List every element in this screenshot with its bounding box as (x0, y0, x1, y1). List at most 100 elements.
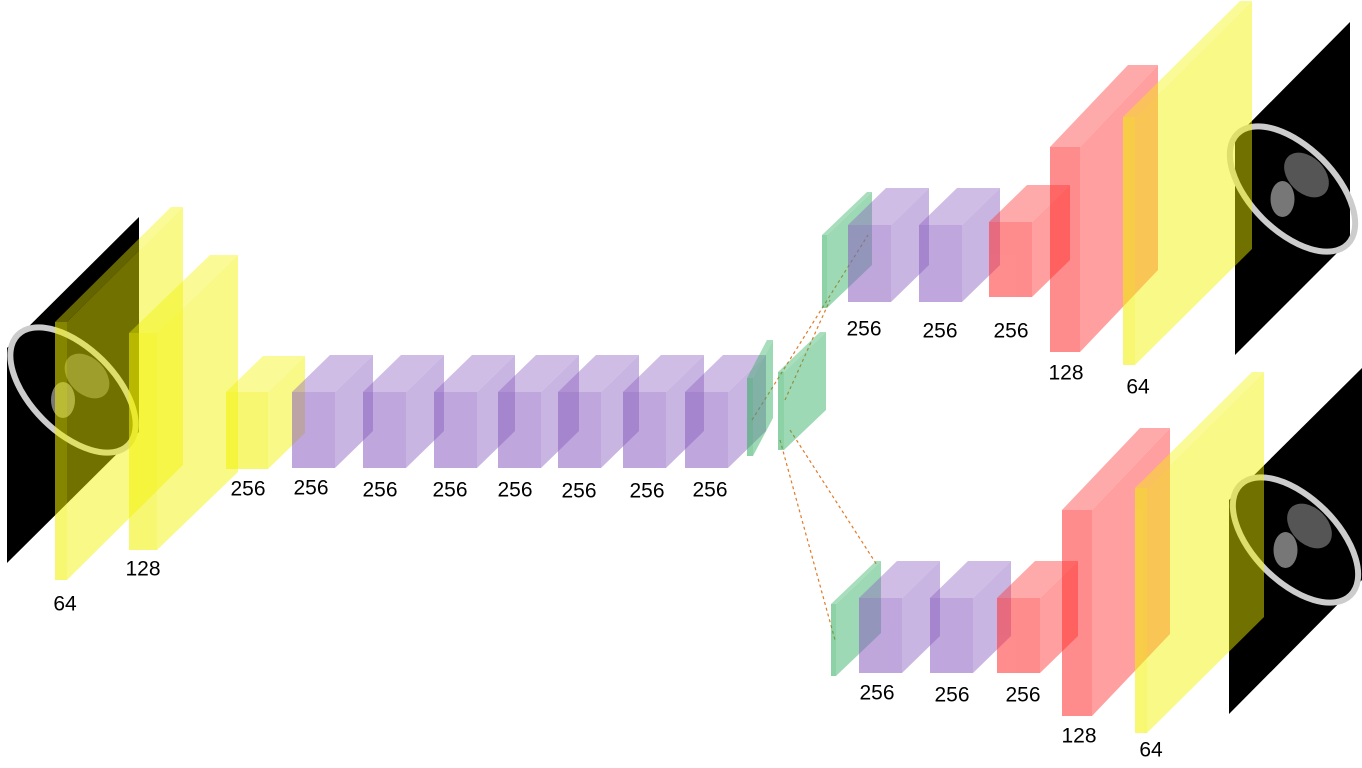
face-front (498, 392, 541, 468)
channel-label: 64 (1139, 739, 1163, 762)
face-top (129, 255, 238, 333)
channel-label: 256 (432, 479, 467, 502)
scan-organ (1284, 152, 1329, 198)
face-top (859, 561, 940, 598)
layer (129, 255, 238, 550)
channel-label: 64 (1126, 376, 1150, 399)
scan-organ (1287, 503, 1332, 549)
layer (747, 340, 773, 456)
layer (919, 188, 1000, 302)
layer (1062, 428, 1170, 716)
face-top (747, 340, 773, 378)
output-scan-bottom (1229, 368, 1362, 714)
face-front (822, 235, 827, 308)
channel-label: 128 (125, 558, 160, 581)
face-top (989, 185, 1070, 222)
face-top (55, 207, 183, 322)
layer (685, 355, 766, 468)
face-top (831, 561, 881, 604)
face-front (1123, 117, 1135, 365)
face-top (822, 192, 872, 235)
layer (558, 355, 639, 468)
scan-body (7, 324, 139, 456)
face-top (930, 561, 1011, 598)
face-front (989, 222, 1032, 297)
scan-organ (1273, 532, 1298, 568)
output-scan-top (1226, 22, 1359, 355)
layer (226, 356, 305, 469)
face-front (859, 598, 902, 673)
channel-label: 64 (53, 593, 77, 616)
face-top (997, 561, 1078, 598)
link (779, 439, 836, 641)
channel-label: 128 (1061, 725, 1096, 748)
face-side (157, 255, 238, 550)
face-front (292, 392, 335, 468)
face-top (363, 355, 444, 392)
face-front (558, 392, 601, 468)
layer (848, 188, 929, 302)
channel-label: 256 (846, 318, 881, 341)
layer (1050, 65, 1158, 352)
face-top (848, 188, 929, 225)
channel-label: 256 (230, 478, 265, 501)
face-front (1062, 510, 1092, 716)
face-top (1062, 428, 1170, 510)
layer (1123, 1, 1252, 365)
layer (1135, 372, 1264, 733)
face-front (623, 392, 666, 468)
channel-label: 256 (993, 320, 1028, 343)
face-side (753, 340, 773, 456)
channel-label: 256 (934, 684, 969, 707)
face-side (1135, 1, 1252, 365)
scan-organ (1270, 181, 1295, 217)
face-top (1135, 372, 1264, 488)
face-front (997, 598, 1040, 673)
channel-label: 256 (362, 479, 397, 502)
scan-organ (64, 353, 110, 399)
face-top (623, 355, 704, 392)
channel-label: 128 (1048, 362, 1083, 385)
channel-label: 256 (561, 480, 596, 503)
scan-frame (1235, 22, 1350, 355)
link (784, 299, 831, 401)
face-front (848, 225, 891, 302)
face-side (836, 561, 881, 676)
face-top (292, 355, 373, 392)
layer (363, 355, 444, 468)
face-side (1092, 428, 1170, 716)
layer (778, 332, 826, 450)
face-top (685, 355, 766, 392)
face-top (919, 188, 1000, 225)
face-front (363, 392, 406, 468)
face-top (498, 355, 579, 392)
scan-frame (7, 217, 139, 563)
face-side (1147, 372, 1264, 733)
face-front (831, 604, 836, 676)
face-front (747, 378, 753, 456)
face-top (558, 355, 639, 392)
channel-label: 256 (1005, 684, 1040, 707)
face-front (1050, 147, 1080, 352)
face-side (1080, 65, 1158, 352)
channel-label: 256 (692, 479, 727, 502)
face-front (226, 392, 268, 469)
face-front (685, 392, 728, 468)
face-top (1050, 65, 1158, 147)
face-top (434, 355, 515, 392)
face-front (778, 372, 784, 450)
layer (831, 561, 881, 676)
face-front (930, 598, 973, 673)
channel-label: 256 (629, 480, 664, 503)
face-top (1123, 1, 1252, 117)
scan-body (1226, 123, 1359, 255)
channel-label: 256 (859, 682, 894, 705)
face-front (1135, 488, 1147, 733)
scan-body (1229, 474, 1362, 606)
channel-label: 256 (293, 477, 328, 500)
channel-label: 256 (922, 320, 957, 343)
face-front (919, 225, 962, 302)
link (789, 429, 878, 566)
